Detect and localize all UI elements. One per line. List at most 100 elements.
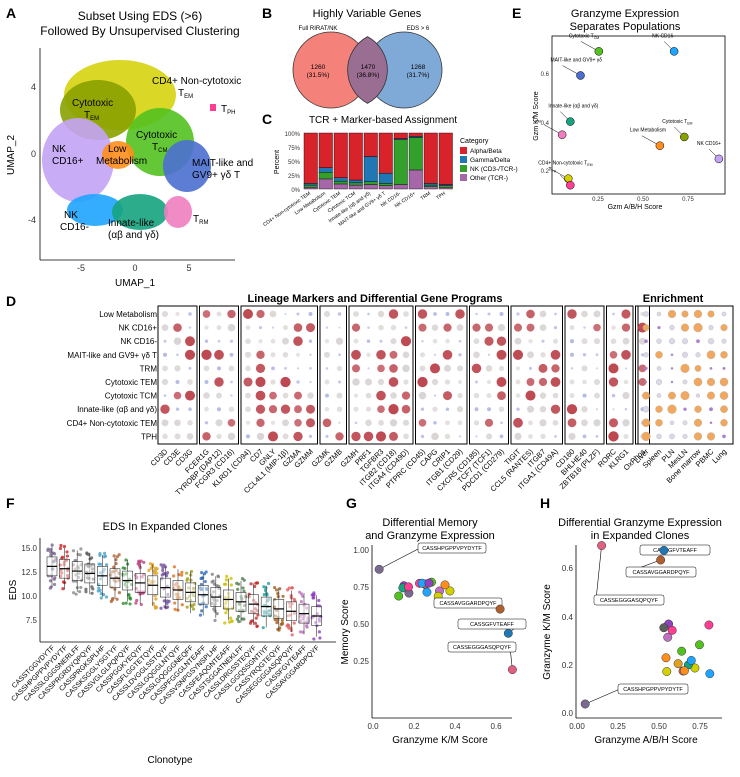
dotplot-dot — [229, 406, 234, 411]
gzm-xtick: 0.50 — [637, 197, 649, 203]
memory-point — [425, 579, 433, 587]
dotplot-dot — [612, 313, 615, 316]
dotplot-dot — [391, 325, 396, 330]
clone-gzm-point — [674, 659, 682, 667]
dotplot-dot — [325, 407, 329, 411]
dotplot-dot — [539, 364, 548, 373]
label-innate-b: (αβ and γδ) — [108, 230, 159, 241]
dotplot-dot — [529, 367, 532, 370]
dotplot-dot — [434, 394, 436, 396]
dotplot-dot — [174, 419, 181, 426]
dotplot-dot — [326, 367, 329, 370]
dotplot-dot — [202, 432, 210, 440]
dotplot-dot — [528, 434, 533, 439]
enrichment-dot — [696, 394, 700, 398]
eds-cell-point — [61, 587, 64, 590]
panel-letter-d: D — [6, 293, 16, 309]
eds-cell-point — [255, 617, 258, 620]
dotplot-dot — [294, 405, 302, 413]
dotplot-dot — [268, 431, 278, 441]
dotplot-dot — [473, 351, 480, 358]
eds-ylabel: EDS — [8, 579, 19, 600]
gzm-point-label: NK CD16+ — [697, 141, 721, 147]
dotplot-dot — [568, 433, 575, 440]
dotplot-dot — [284, 313, 286, 315]
eds-cell-point — [204, 580, 207, 583]
dotplot-dot — [325, 394, 329, 398]
dotplot-dot — [270, 352, 275, 357]
memory-callout: CASSAVGGARDPQYF — [439, 601, 497, 607]
dotplot-dot — [175, 312, 179, 316]
dotplot-dot — [539, 419, 546, 426]
enrichment-dot — [694, 378, 702, 386]
enrichment-dot — [722, 312, 726, 316]
eds-cell-point — [273, 586, 276, 589]
eds-clonotype-labels: CASSTGGVDYTFCASSHPGPPVPYDYTFCASSSLGGGSNE… — [10, 644, 321, 706]
dotplot-dot — [497, 350, 507, 360]
eds-cell-point — [317, 599, 320, 602]
eds-cell-point — [103, 552, 106, 555]
dotplot-dot — [623, 338, 630, 345]
umap-xtick: 0 — [132, 263, 137, 273]
dotplot-dot — [421, 408, 424, 411]
panel-letter-g: G — [346, 495, 357, 511]
eds-cell-point — [105, 595, 108, 598]
label-innate: Innate-like — [108, 218, 155, 229]
dotplot-dot — [324, 311, 330, 317]
eds-cell-point — [100, 596, 103, 599]
enrichment-dot — [669, 325, 674, 330]
eds-cell-point — [262, 626, 265, 629]
eds-cell-point — [230, 583, 233, 586]
clone-gzm-point — [660, 624, 668, 632]
enrichment-dot — [710, 367, 713, 370]
enrichment-title: Enrichment — [643, 293, 704, 305]
eds-cell-point — [318, 630, 321, 633]
dotplot-dot — [540, 392, 546, 398]
dotplot-dot — [353, 407, 358, 412]
memory-leader — [379, 548, 420, 569]
dotplot-dot — [500, 421, 503, 424]
memory-scatter-panel: Differential Memory and Granzyme Express… — [340, 517, 526, 746]
dotplot-row-label: NK CD16- — [121, 337, 158, 346]
dotplot-dot — [475, 381, 478, 384]
eds-cell-point — [98, 554, 101, 557]
clone-gzm-point — [663, 667, 671, 675]
enrichment-dot — [656, 339, 661, 344]
enrichment-dot — [720, 378, 728, 386]
dotplot-row-label: NK CD16+ — [119, 324, 158, 333]
memory-xtick: 0.0 — [367, 722, 379, 731]
eds-cell-point — [186, 606, 189, 609]
dotplot-dot — [516, 366, 520, 370]
enrichment-dot — [707, 351, 715, 359]
dotplot-dot — [498, 324, 505, 331]
dotplot-dot — [367, 313, 370, 316]
dotplot-dot — [581, 406, 587, 412]
tcr-bar-segment — [394, 185, 408, 189]
venn-title: Highly Variable Genes — [313, 8, 422, 20]
memory-points: CASSHPGPPVPYDYTFCASSAVGGARDPQYFCASSGFVTE… — [375, 543, 526, 674]
dotplot-dot — [567, 309, 576, 318]
dotplot-row-label: TPH — [141, 432, 157, 441]
tcr-category-label: TPH — [435, 191, 447, 202]
eds-cell-point — [305, 626, 308, 629]
dotplot-dot — [204, 407, 209, 412]
eds-cell-point — [228, 621, 231, 624]
enrichment-dot — [721, 324, 728, 331]
dotplot-dot — [270, 311, 277, 318]
tcr-bar-segment — [439, 187, 453, 189]
umap-ytick: 4 — [31, 82, 36, 92]
dotplot-dot — [593, 419, 600, 426]
eds-cell-point — [79, 586, 82, 589]
eds-xlabel: Clonotype — [147, 755, 192, 766]
dotplot-dot — [296, 312, 299, 315]
dotplot-dot — [352, 364, 360, 372]
dotplot-dot — [596, 353, 599, 356]
eds-cell-point — [129, 597, 132, 600]
dotplot-dot — [245, 366, 251, 372]
eds-cell-point — [224, 611, 227, 614]
eds-cell-point — [90, 592, 93, 595]
dotplot-title: Lineage Markers and Differential Gene Pr… — [248, 293, 503, 305]
enrichment-dot — [683, 434, 688, 439]
memory-callout: CASSGFVTEAFF — [470, 622, 514, 628]
dotplot-dot — [419, 419, 427, 427]
